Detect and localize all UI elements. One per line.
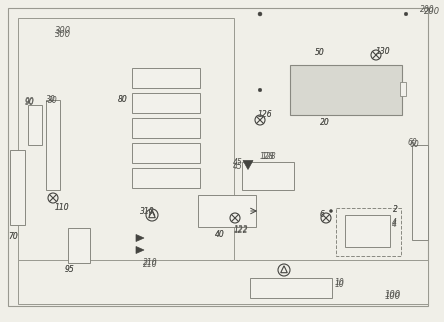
Text: 90: 90 xyxy=(25,97,35,106)
Text: 6: 6 xyxy=(320,210,325,219)
Bar xyxy=(132,168,200,188)
Text: 80: 80 xyxy=(118,95,128,104)
Bar xyxy=(242,162,294,190)
Text: 30: 30 xyxy=(46,95,56,104)
Text: 126: 126 xyxy=(258,110,273,119)
Text: 4: 4 xyxy=(392,220,397,229)
Bar xyxy=(18,260,428,304)
Text: 200: 200 xyxy=(424,7,440,16)
Text: 200: 200 xyxy=(420,5,435,14)
Bar xyxy=(198,195,256,227)
Text: 2: 2 xyxy=(393,205,398,214)
Bar xyxy=(28,105,42,145)
Bar xyxy=(132,68,200,88)
Polygon shape xyxy=(136,234,144,242)
Text: 100: 100 xyxy=(385,292,401,301)
Text: 50: 50 xyxy=(315,48,325,57)
Text: 70: 70 xyxy=(8,232,18,241)
Text: 95: 95 xyxy=(65,265,75,274)
Text: 100: 100 xyxy=(385,290,401,299)
Text: 60: 60 xyxy=(410,140,420,149)
Text: 6: 6 xyxy=(320,210,325,219)
Text: 300: 300 xyxy=(55,30,71,39)
Text: 45: 45 xyxy=(233,162,243,171)
Circle shape xyxy=(258,88,262,92)
Text: 90: 90 xyxy=(25,98,35,107)
Text: 40: 40 xyxy=(215,230,225,239)
Text: 20: 20 xyxy=(320,118,330,127)
Text: 20: 20 xyxy=(320,118,330,127)
Bar xyxy=(10,150,25,225)
Text: 70: 70 xyxy=(8,232,18,241)
Text: 45: 45 xyxy=(233,158,243,167)
Text: 10: 10 xyxy=(335,280,345,289)
Text: 10: 10 xyxy=(335,278,345,287)
Text: 310: 310 xyxy=(140,207,155,216)
Text: 50: 50 xyxy=(315,48,325,57)
Bar xyxy=(400,82,406,96)
Text: 128: 128 xyxy=(260,152,275,161)
Polygon shape xyxy=(136,247,144,253)
Text: 122: 122 xyxy=(234,226,249,235)
Bar xyxy=(132,93,200,113)
Text: 128: 128 xyxy=(262,152,277,161)
Bar xyxy=(290,65,402,115)
Text: 60: 60 xyxy=(408,138,418,147)
Bar xyxy=(250,278,332,298)
Bar xyxy=(132,143,200,163)
Bar xyxy=(132,118,200,138)
Text: 210: 210 xyxy=(143,258,158,267)
Bar xyxy=(412,145,428,240)
Text: 300: 300 xyxy=(55,26,71,35)
Text: 130: 130 xyxy=(376,47,391,56)
Text: 110: 110 xyxy=(55,203,70,212)
Bar xyxy=(336,208,401,256)
Text: 4: 4 xyxy=(392,218,397,227)
Text: 130: 130 xyxy=(376,47,391,56)
Circle shape xyxy=(258,12,262,16)
Text: 80: 80 xyxy=(118,95,128,104)
Circle shape xyxy=(404,12,408,16)
Text: 95: 95 xyxy=(65,265,75,274)
Polygon shape xyxy=(243,160,253,169)
Text: 40: 40 xyxy=(215,230,225,239)
Text: 310: 310 xyxy=(140,207,155,216)
Text: 30: 30 xyxy=(48,96,58,105)
Circle shape xyxy=(329,210,333,213)
Text: 110: 110 xyxy=(55,203,70,212)
Bar xyxy=(68,228,90,263)
Text: 210: 210 xyxy=(143,260,158,269)
Bar xyxy=(345,215,390,247)
Bar xyxy=(46,100,60,190)
Bar xyxy=(18,18,234,266)
Text: 2: 2 xyxy=(393,205,398,214)
Text: 126: 126 xyxy=(258,110,273,119)
Text: 122: 122 xyxy=(234,225,249,234)
